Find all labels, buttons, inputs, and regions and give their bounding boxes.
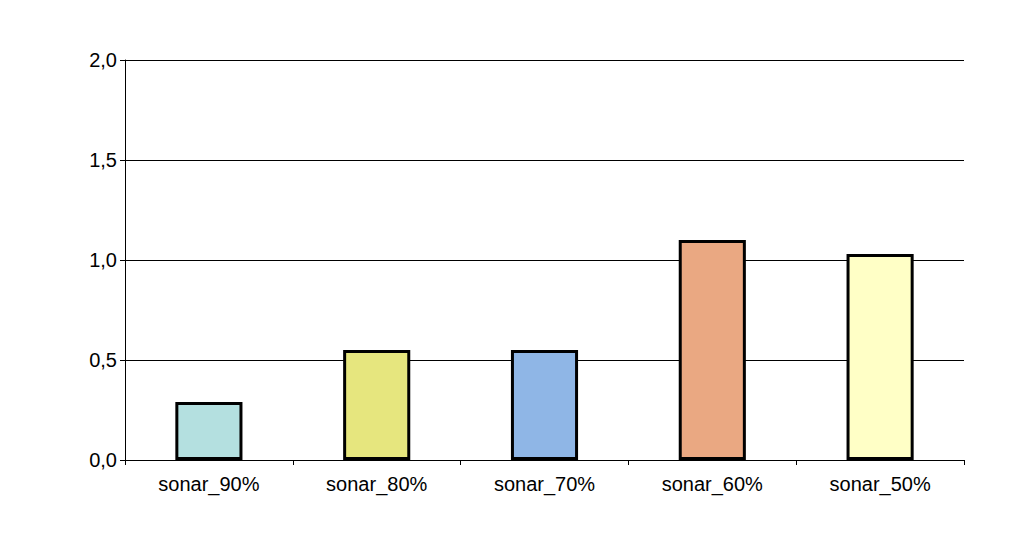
svg-text:0,5: 0,5 [89,349,117,371]
svg-text:sonar_80%: sonar_80% [326,473,427,496]
svg-text:1,5: 1,5 [89,149,117,171]
svg-text:2,0: 2,0 [89,49,117,71]
svg-text:sonar_90%: sonar_90% [158,473,259,496]
svg-text:sonar_60%: sonar_60% [662,473,763,496]
svg-text:sonar_50%: sonar_50% [830,473,931,496]
svg-text:1,0: 1,0 [89,249,117,271]
svg-text:sonar_70%: sonar_70% [494,473,595,496]
svg-text:0,0: 0,0 [89,449,117,471]
